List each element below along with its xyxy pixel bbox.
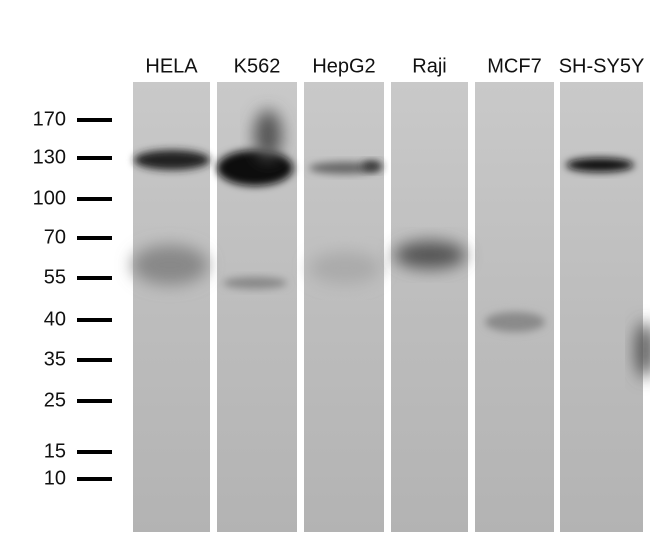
band: [217, 150, 293, 186]
lane-label: Raji: [412, 55, 446, 77]
lane: [391, 82, 468, 532]
marker-label: 100: [33, 187, 66, 209]
marker-label: 40: [44, 308, 66, 330]
band: [309, 252, 381, 284]
lane: [475, 82, 554, 532]
lane-label: HELA: [145, 55, 198, 77]
marker-label: 170: [33, 108, 66, 130]
marker-label: 55: [44, 266, 66, 288]
band: [362, 161, 382, 171]
lane-label: MCF7: [487, 55, 541, 77]
lane-label: K562: [234, 55, 281, 77]
bands: [132, 110, 650, 378]
band: [485, 312, 545, 332]
marker-label: 25: [44, 389, 66, 411]
lane-label: HepG2: [312, 55, 375, 77]
lane: [560, 82, 643, 532]
lanes: [133, 82, 643, 532]
marker-label: 130: [33, 146, 66, 168]
band: [134, 150, 210, 170]
band: [566, 158, 634, 172]
marker-label: 10: [44, 467, 66, 489]
band: [254, 110, 282, 160]
band: [394, 241, 466, 269]
marker-label: 35: [44, 348, 66, 370]
band: [223, 277, 287, 289]
marker-label: 70: [44, 226, 66, 248]
marker-label: 15: [44, 440, 66, 462]
lane: [133, 82, 210, 532]
band: [132, 245, 208, 285]
band: [635, 322, 650, 378]
labels: HELA K562 HepG2 Raji MCF7 SH-SY5Y 170 130 100 70 5…: [33, 55, 645, 489]
lane: [304, 82, 384, 532]
lane-label: SH-SY5Y: [559, 55, 645, 77]
